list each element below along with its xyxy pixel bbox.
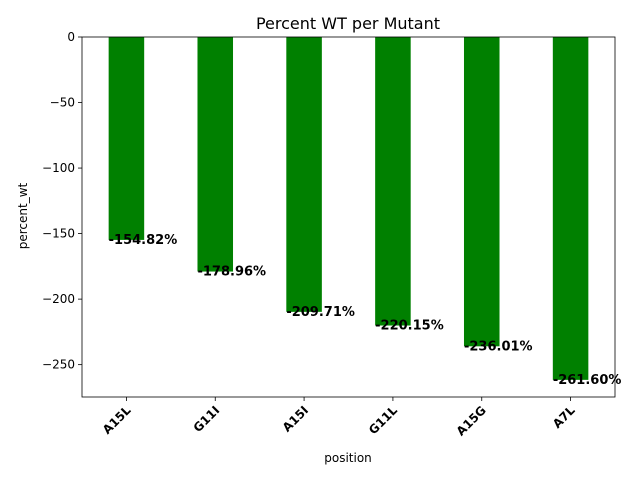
- y-tick-label: −100: [42, 161, 75, 175]
- bar-G11I: [197, 37, 234, 272]
- x-tick-label: G11L: [366, 403, 400, 437]
- data-label: -261.60%: [553, 373, 622, 388]
- bar-A15G: [463, 37, 500, 347]
- y-tick-label: 0: [67, 30, 75, 44]
- y-ticks-group: 0 −50 −100 −150 −200 −250: [42, 30, 82, 372]
- bar-A15I: [286, 37, 322, 312]
- bar-A7L: [552, 37, 589, 380]
- x-tick-label: A7L: [550, 403, 578, 431]
- y-tick-label: −250: [42, 358, 75, 372]
- data-label: -209.71%: [286, 305, 355, 320]
- data-labels-group: -154.82% -178.96% -209.71% -220.15% -236.01%…: [109, 233, 622, 388]
- y-axis-label: percent_wt: [16, 182, 30, 249]
- x-axis-label: position: [324, 451, 372, 465]
- data-label: -154.82%: [109, 233, 178, 248]
- chart-title: Percent WT per Mutant: [256, 14, 440, 33]
- bar-G11L: [375, 37, 411, 326]
- data-label: -178.96%: [197, 265, 266, 280]
- y-tick-label: −200: [42, 292, 75, 306]
- x-tick-label: G11I: [191, 403, 223, 435]
- x-ticks-group: A15L G11I A15I G11L A15G A7L: [100, 397, 578, 438]
- x-tick-label: A15I: [280, 403, 311, 434]
- data-label: -236.01%: [464, 339, 533, 354]
- x-tick-label: A15G: [454, 403, 489, 438]
- y-tick-label: −150: [42, 227, 75, 241]
- y-tick-label: −50: [50, 96, 75, 110]
- plot-frame: [81, 36, 616, 398]
- data-label: -220.15%: [375, 319, 444, 334]
- x-tick-label: A15L: [100, 403, 134, 437]
- bar-A15L: [108, 37, 145, 240]
- bars-group: [108, 37, 589, 380]
